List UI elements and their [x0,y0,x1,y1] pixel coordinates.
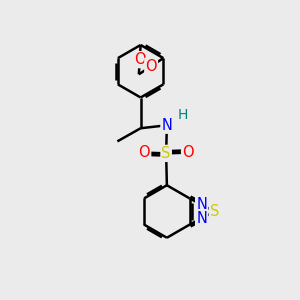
Text: O: O [139,145,150,160]
Text: O: O [182,145,194,160]
Text: N: N [196,211,207,226]
Text: S: S [210,204,219,219]
Text: H: H [177,108,188,122]
Text: O: O [134,52,146,67]
Text: N: N [161,118,172,133]
Text: N: N [196,197,207,212]
Text: O: O [145,59,157,74]
Text: S: S [161,146,171,161]
